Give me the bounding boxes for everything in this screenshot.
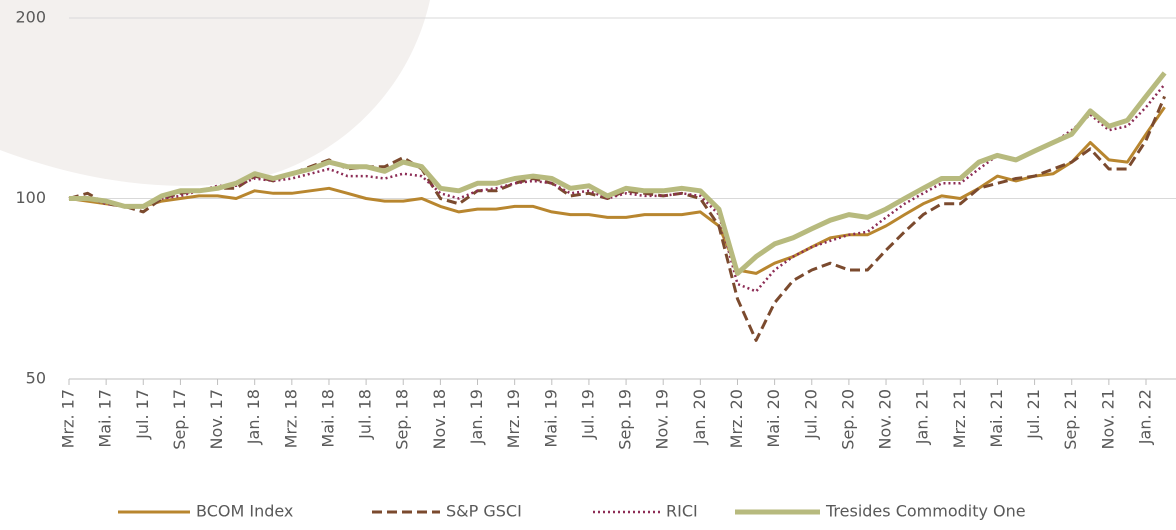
- x-tick-label: Mai. 18: [318, 389, 337, 448]
- x-tick-label: Sep. 17: [170, 389, 189, 450]
- x-tick-label: Mrz. 20: [727, 389, 746, 448]
- y-tick-label: 100: [15, 188, 46, 207]
- x-tick-label: Mai. 19: [541, 389, 560, 448]
- x-tick-label: Jan. 19: [467, 389, 486, 445]
- x-tick-label: Mrz. 21: [950, 389, 969, 448]
- x-tick-label: Nov. 18: [430, 389, 449, 450]
- x-tick-label: Jul. 17: [133, 389, 152, 440]
- x-tick-label: Mrz. 19: [504, 389, 523, 448]
- x-tick-label: Nov. 21: [1098, 389, 1117, 450]
- x-tick-label: Sep. 19: [616, 389, 635, 450]
- legend-label: S&P GSCI: [446, 502, 522, 521]
- x-tick-label: Mai. 17: [96, 389, 115, 448]
- x-tick-label: Nov. 20: [876, 389, 895, 450]
- legend-label: RICI: [666, 502, 698, 521]
- x-tick-label: Nov. 19: [653, 389, 672, 450]
- x-tick-label: Mai. 21: [987, 389, 1006, 448]
- x-tick-label: Sep. 20: [838, 389, 857, 450]
- decorative-shape: [0, 0, 430, 186]
- legend-label: BCOM Index: [196, 502, 293, 521]
- x-tick-label: Jan. 20: [690, 389, 709, 445]
- legend-label: Tresides Commodity One: [825, 502, 1026, 521]
- y-tick-label: 200: [15, 8, 46, 27]
- x-tick-label: Jan. 22: [1136, 389, 1155, 445]
- x-tick-label: Mai. 20: [764, 389, 783, 448]
- x-tick-label: Jan. 18: [244, 389, 263, 445]
- x-tick-label: Jul. 21: [1024, 389, 1043, 440]
- x-tick-label: Jul. 18: [356, 389, 375, 440]
- series-line: [68, 106, 1166, 275]
- y-tick-label: 50: [26, 369, 46, 388]
- x-tick-label: Sep. 21: [1061, 389, 1080, 450]
- x-tick-label: Mrz. 18: [281, 389, 300, 448]
- x-tick-label: Nov. 17: [207, 389, 226, 450]
- x-tick-label: Mrz. 17: [59, 389, 78, 448]
- series-line: [69, 71, 1167, 276]
- series-line: [69, 83, 1166, 293]
- x-tick-label: Jan. 21: [913, 389, 932, 445]
- x-tick-label: Jul. 20: [801, 389, 820, 440]
- x-tick-label: Jul. 19: [578, 389, 597, 440]
- x-tick-label: Sep. 18: [393, 389, 412, 450]
